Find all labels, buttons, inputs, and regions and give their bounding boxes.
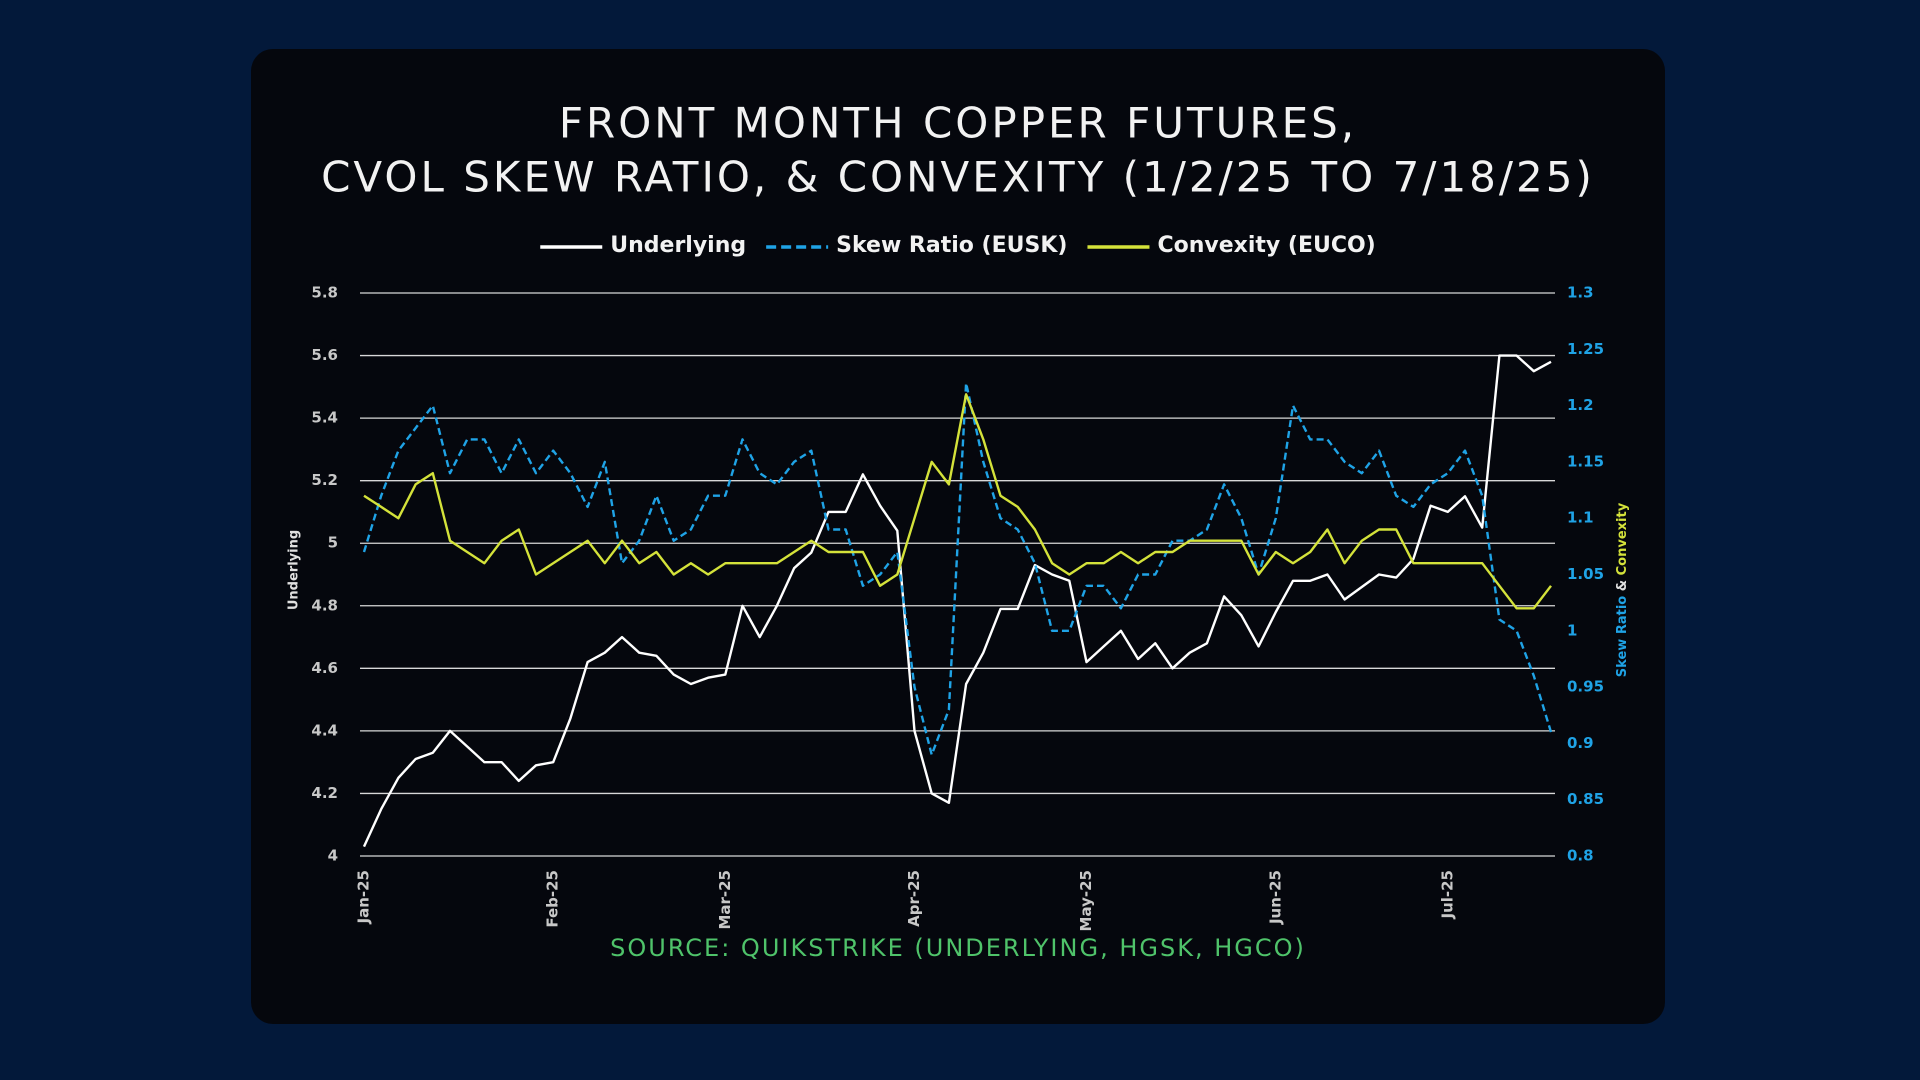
y2-axis-label-part: Skew Ratio [1615,596,1630,677]
y-tick-label: 4.4 [311,721,338,739]
y2-tick-label: 0.85 [1567,790,1604,808]
y-tick-label: 4.6 [311,659,338,677]
y2-tick-label: 0.9 [1567,734,1594,752]
y2-tick-label: 1.25 [1567,340,1604,358]
legend-label: Underlying [610,233,746,258]
legend-label: Skew Ratio (EUSK) [836,233,1067,258]
y-tick-label: 5.8 [311,284,338,302]
y-tick-label: 5 [328,534,338,552]
y-tick-label: 4.8 [311,596,338,614]
y2-tick-label: 0.95 [1567,678,1604,696]
y2-tick-label: 1.05 [1567,565,1604,583]
y2-tick-label: 1 [1567,621,1577,639]
y-tick-label: 4.2 [311,784,338,802]
x-tick-label: Feb-25 [544,870,562,928]
x-tick-label: Mar-25 [716,870,734,930]
y2-tick-label: 1.1 [1567,509,1594,527]
y2-axis-label-part: & [1615,580,1630,591]
source-note: SOURCE: QUIKSTRIKE (UNDERLYING, HGSK, HG… [610,934,1306,962]
y-tick-label: 5.2 [311,471,338,489]
chart-title: CVOL SKEW RATIO, & CONVEXITY (1/2/25 TO … [321,153,1595,202]
y2-axis-label: Skew Ratio & Convexity [1615,502,1630,677]
y2-tick-label: 1.15 [1567,452,1604,470]
y-axis-label: Underlying [287,530,302,610]
y2-axis-label-part: Convexity [1615,502,1630,575]
x-tick-label: Jan-25 [355,870,373,924]
series-line [362,354,1552,848]
y2-tick-label: 1.3 [1567,284,1594,302]
y-tick-label: 5.6 [311,346,338,364]
x-tick-label: Jun-25 [1266,870,1284,925]
y2-tick-label: 1.2 [1567,396,1594,414]
x-tick-label: May-25 [1077,870,1095,931]
y-tick-label: 4 [328,847,338,865]
chart-title: FRONT MONTH COPPER FUTURES, [559,99,1357,148]
y-tick-label: 5.4 [311,409,338,427]
x-tick-label: Jul-25 [1438,870,1456,920]
series-line [363,393,1552,610]
legend-label: Convexity (EUCO) [1157,233,1375,258]
y2-tick-label: 0.8 [1567,847,1594,865]
x-tick-label: Apr-25 [905,870,923,927]
series-line [362,381,1553,756]
